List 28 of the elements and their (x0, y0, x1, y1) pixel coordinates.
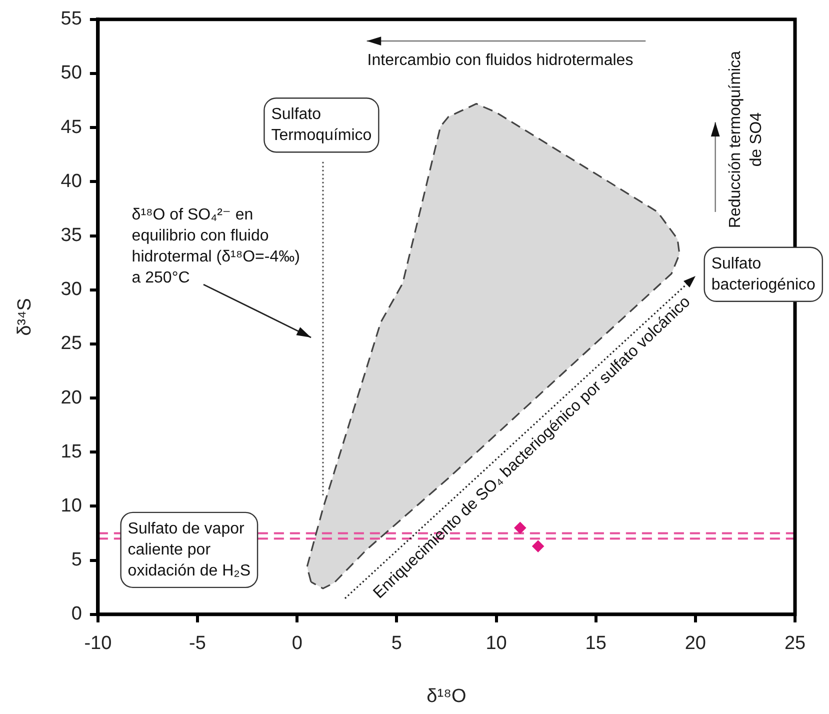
y-tick-label: 55 (60, 8, 82, 30)
x-tick-label: 10 (486, 633, 507, 654)
y-tick-label: 30 (60, 279, 82, 300)
annotation: Intercambio con fluidos hidrotermales (367, 52, 634, 69)
y-tick-label: 40 (60, 170, 82, 192)
annotation: Sulfato bacteriogénico (711, 255, 816, 294)
y-tick-label: 20 (60, 387, 82, 408)
y-tick-label: 35 (60, 225, 82, 246)
y-tick-label: 45 (60, 116, 82, 138)
y-tick-label: 5 (71, 550, 82, 571)
x-tick-label: 20 (684, 633, 706, 654)
y-tick-label: 10 (60, 495, 82, 516)
y-tick-label: 50 (60, 62, 82, 84)
annotation: Sulfato de vapor caliente por oxidación de H₂S (128, 520, 251, 580)
x-tick-label: 15 (585, 633, 606, 654)
y-tick-label: 0 (71, 604, 82, 625)
y-axis-title: δ³⁴S (14, 298, 36, 336)
x-tick-label: 25 (784, 633, 806, 654)
x-tick-label: 0 (292, 633, 302, 654)
x-tick-label: 5 (391, 633, 402, 654)
y-tick-label: 25 (60, 333, 82, 354)
annotation: Reducción termoquímica de SO4 (727, 50, 766, 228)
x-tick-label: -5 (189, 633, 206, 654)
y-tick-label: 15 (60, 441, 82, 462)
annotation: Sulfato Termoquímico (271, 106, 372, 144)
annotation: δ¹⁸O of SO₄²⁻ en equilibrio con fluido hidrotermal (δ¹⁸O=-4‰) a 250°C (132, 206, 300, 287)
x-axis-title: δ¹⁸O (426, 686, 466, 707)
x-tick-label: -10 (84, 633, 112, 654)
